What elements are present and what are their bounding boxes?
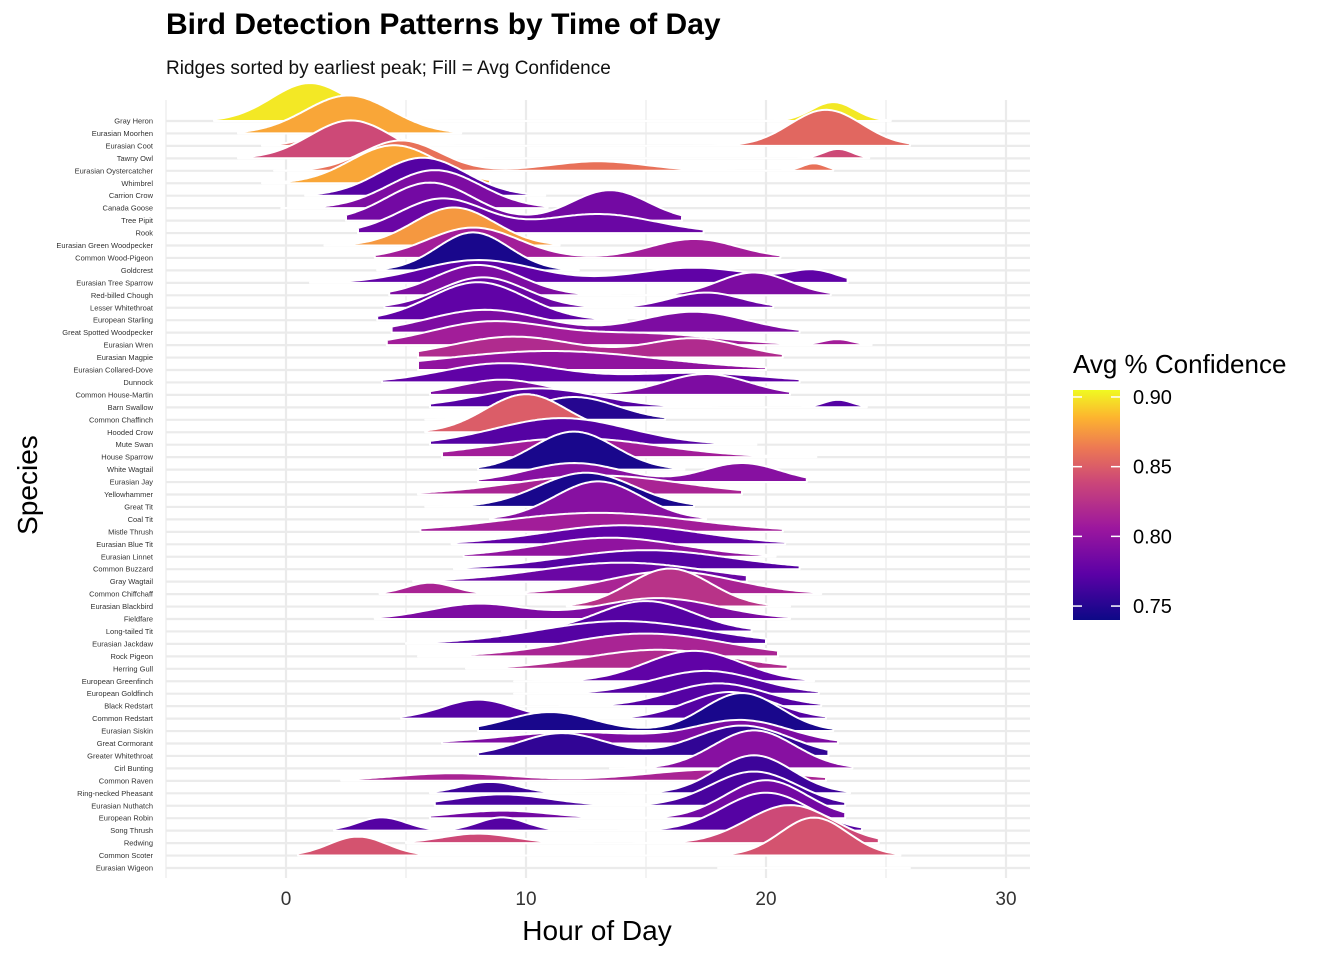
species-labels: Gray Heron Eurasian Moorhen Eurasian Coot T…	[56, 117, 154, 873]
species-label: Barn Swallow	[108, 403, 154, 412]
species-label: Mistle Thrush	[108, 527, 153, 536]
species-label: House Sparrow	[101, 453, 153, 462]
species-label: Tree Pipit	[121, 216, 154, 225]
ridge-cirl-bunting	[609, 729, 854, 770]
species-label: Mute Swan	[115, 440, 153, 449]
species-label: Great Spotted Woodpecker	[62, 328, 153, 337]
species-label: Eurasian Nuthatch	[91, 801, 153, 810]
ridge-mistle-thrush	[419, 511, 784, 533]
species-label: Common Scoter	[99, 851, 154, 860]
species-label: Eurasian Magpie	[97, 353, 153, 362]
species-label: Eurasian Blackbird	[90, 602, 153, 611]
species-label: Common Buzzard	[93, 565, 153, 574]
species-label: Greater Whitethroat	[87, 751, 154, 760]
species-label: Eurasian Blue Tit	[96, 540, 154, 549]
ridge-eurasian-blackbird	[565, 567, 791, 608]
species-label: European Goldfinch	[87, 689, 153, 698]
species-label: Hooded Crow	[107, 428, 153, 437]
species-label: Eurasian Linnet	[101, 552, 154, 561]
species-label: Eurasian Green Woodpecker	[56, 241, 153, 250]
ridge-coal-tit	[489, 480, 707, 521]
species-label: Common Raven	[99, 776, 153, 785]
species-label: Coal Tit	[128, 515, 154, 524]
species-label: Canada Goose	[103, 204, 153, 213]
legend-tick-label: 0.80	[1133, 526, 1172, 548]
ridge-european-starling	[376, 281, 628, 322]
x-tick-label: 20	[755, 889, 776, 910]
species-label: Gray Wagtail	[110, 577, 153, 586]
species-label: Eurasian Jay	[110, 478, 154, 487]
species-label: Red-billed Chough	[91, 291, 153, 300]
species-label: Rock Pigeon	[110, 652, 153, 661]
species-label: Common Chiffchaff	[89, 590, 154, 599]
ridge-goldcrest	[376, 231, 580, 272]
species-label: Dunnock	[123, 378, 153, 387]
species-label: Ring-necked Pheasant	[77, 789, 154, 798]
chart-title: Bird Detection Patterns by Time of Day	[166, 8, 721, 41]
species-label: Cirl Bunting	[114, 764, 153, 773]
y-axis-title: Species	[12, 435, 43, 535]
x-tick-labels: 0 10 20 30	[281, 889, 1017, 910]
species-label: Great Tit	[124, 502, 154, 511]
species-label: Eurasian Jackdaw	[92, 639, 153, 648]
species-label: European Robin	[99, 814, 153, 823]
legend: Avg % Confidence 0.90 0.85 0.80 0.75	[1073, 349, 1286, 620]
ridge-song-thrush	[333, 791, 863, 832]
species-label: Common Wood-Pigeon	[75, 253, 153, 262]
species-label: Goldcrest	[121, 266, 154, 275]
legend-colorbar	[1073, 390, 1120, 620]
ridge-mute-swan	[429, 417, 758, 446]
species-label: Carrion Crow	[109, 191, 154, 200]
ridges	[213, 82, 911, 869]
species-label: Rook	[135, 229, 153, 238]
species-label: Eurasian Tree Sparrow	[76, 278, 153, 287]
species-label: Eurasian Siskin	[101, 727, 153, 736]
species-label: Long-tailed Tit	[106, 627, 154, 636]
x-tick-label: 0	[281, 889, 292, 910]
legend-tick-label: 0.75	[1133, 596, 1172, 618]
x-tick-label: 30	[995, 889, 1016, 910]
species-label: Eurasian Wren	[104, 341, 153, 350]
species-label: Song Thrush	[110, 826, 153, 835]
species-label: Common House-Martin	[75, 390, 153, 399]
ridge-common-scoter	[297, 816, 902, 857]
chart-subtitle: Ridges sorted by earliest peak; Fill = A…	[166, 58, 611, 79]
species-label: Great Cormorant	[97, 739, 154, 748]
legend-title: Avg % Confidence	[1073, 349, 1286, 379]
species-label: Eurasian Moorhen	[92, 129, 153, 138]
ridge-european-greenfinch	[513, 649, 815, 683]
species-label: Gray Heron	[114, 117, 153, 126]
legend-tick-label: 0.90	[1133, 387, 1172, 409]
species-label: Tawny Owl	[117, 154, 154, 163]
species-label: European Greenfinch	[82, 677, 153, 686]
species-label: Black Redstart	[104, 702, 154, 711]
legend-tick-label: 0.85	[1133, 457, 1172, 479]
species-label: Common Chaffinch	[89, 415, 153, 424]
species-label: European Starling	[93, 316, 153, 325]
ridge-redwing	[405, 804, 880, 845]
species-label: Eurasian Collared-Dove	[73, 366, 153, 375]
species-label: Eurasian Wigeon	[96, 864, 153, 873]
ridge-white-wagtail	[477, 430, 686, 471]
species-label: Common Redstart	[92, 714, 154, 723]
ridge-common-buzzard	[453, 549, 801, 571]
species-label: White Wagtail	[107, 465, 153, 474]
species-label: Redwing	[124, 839, 153, 848]
ridge-eurasian-linnet	[462, 536, 777, 558]
species-label: Yellowhammer	[104, 490, 153, 499]
species-label: Lesser Whitethroat	[90, 303, 154, 312]
ridge-eurasian-moorhen	[237, 94, 463, 135]
x-tick-label: 10	[515, 889, 536, 910]
species-label: Eurasian Oystercatcher	[75, 166, 154, 175]
species-label: Whimbrel	[121, 179, 153, 188]
ridge-eurasian-blue-tit	[450, 524, 787, 546]
species-label: Fieldfare	[124, 615, 153, 624]
species-label: Eurasian Coot	[105, 141, 153, 150]
species-label: Herring Gull	[113, 664, 153, 673]
x-axis-title: Hour of Day	[522, 915, 671, 946]
